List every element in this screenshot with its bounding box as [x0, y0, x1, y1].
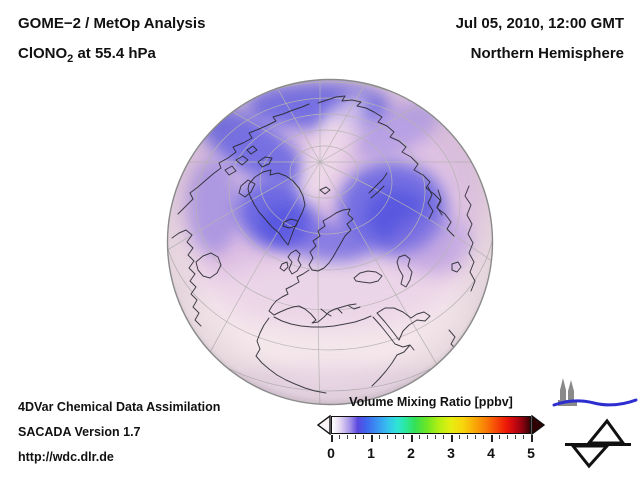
minor-tick [355, 435, 356, 439]
species-name: ClONO [18, 45, 68, 62]
minor-tick [523, 435, 524, 439]
major-tick [371, 435, 373, 442]
minor-tick [395, 435, 396, 439]
tick-label-0: 0 [327, 445, 335, 461]
species-subscript: 2 [67, 53, 74, 65]
tick-label-5: 5 [527, 445, 535, 461]
riu-wave-icon [552, 398, 638, 407]
minor-tick [339, 435, 340, 439]
hemisphere-label: Northern Hemisphere [470, 45, 624, 62]
minor-tick [507, 435, 508, 439]
dlr-emblem-icon [565, 418, 631, 469]
pressure-level: at 55.4 hPa [73, 45, 156, 62]
minor-tick [387, 435, 388, 439]
minor-tick [443, 435, 444, 439]
minor-tick [467, 435, 468, 439]
species-level-title: ClONO2 at 55.4 hPa [18, 39, 205, 74]
credit-url: http://wdc.dlr.de [18, 450, 114, 464]
credits-block: 4DVar Chemical Data Assimilation SACADA … [18, 395, 220, 470]
minor-tick [427, 435, 428, 439]
globe-rim [166, 78, 494, 406]
minor-tick [459, 435, 460, 439]
major-tick [531, 435, 533, 442]
dlr-logo [565, 418, 631, 469]
minor-tick [499, 435, 500, 439]
datetime-block: Jul 05, 2010, 12:00 GMT Northern Hemisph… [456, 9, 624, 69]
colorbar-left-arrow-icon [317, 415, 331, 435]
limb-shading [168, 80, 492, 404]
major-tick [451, 435, 453, 442]
minor-tick [475, 435, 476, 439]
minor-tick [435, 435, 436, 439]
minor-tick [403, 435, 404, 439]
colorbar-gradient [331, 416, 531, 434]
minor-tick [515, 435, 516, 439]
colorbar-scale [317, 415, 547, 435]
colorbar-label: Volume Mixing Ratio [ppbv] [349, 395, 513, 409]
colorbar: Volume Mixing Ratio [ppbv] 0 1 2 3 4 5 [317, 395, 547, 461]
datetime-label: Jul 05, 2010, 12:00 GMT [455, 15, 624, 32]
analysis-title: GOME−2 / MetOp Analysis [18, 15, 206, 32]
colorbar-ticks [331, 435, 533, 443]
colorbar-right-arrow-icon [531, 415, 545, 435]
tick-label-4: 4 [487, 445, 495, 461]
minor-tick [363, 435, 364, 439]
colorbar-tick-labels: 0 1 2 3 4 5 [327, 445, 535, 461]
major-tick [331, 435, 333, 442]
riu-logo [552, 378, 638, 407]
tick-label-1: 1 [367, 445, 375, 461]
tick-label-3: 3 [447, 445, 455, 461]
minor-tick [419, 435, 420, 439]
minor-tick [379, 435, 380, 439]
major-tick [411, 435, 413, 442]
credit-assimilation: 4DVar Chemical Data Assimilation [18, 400, 221, 414]
minor-tick [347, 435, 348, 439]
credit-version: SACADA Version 1.7 [18, 425, 141, 439]
tick-label-2: 2 [407, 445, 415, 461]
minor-tick [483, 435, 484, 439]
figure-title-block: GOME−2 / MetOp Analysis ClONO2 at 55.4 h… [18, 9, 205, 74]
major-tick [491, 435, 493, 442]
